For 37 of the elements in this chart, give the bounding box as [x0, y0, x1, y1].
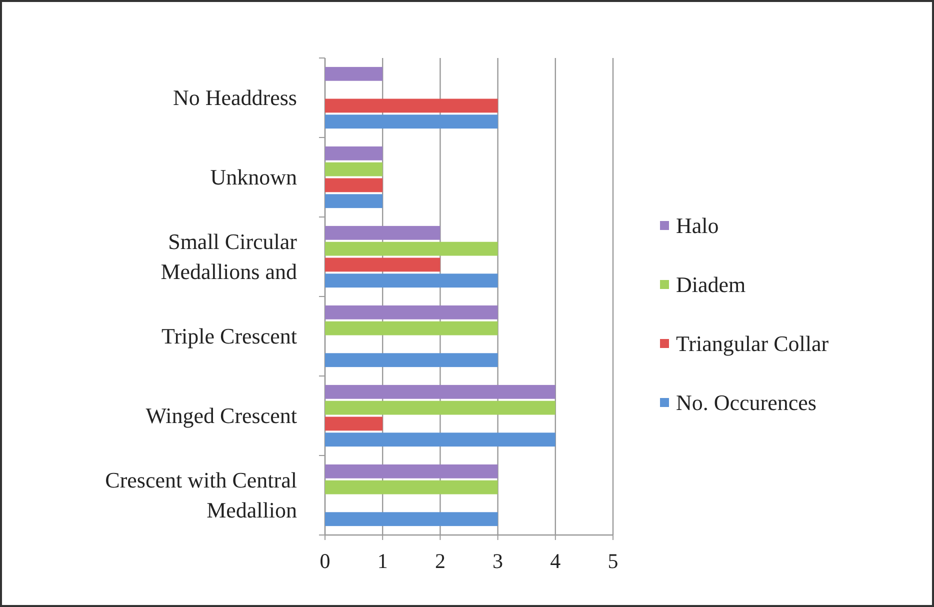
bar — [325, 114, 498, 129]
bar — [325, 321, 498, 336]
legend-label: Halo — [676, 213, 719, 238]
legend-label: No. Occurences — [676, 390, 816, 415]
bar — [325, 66, 383, 81]
y-tick-label: Unknown — [210, 164, 297, 190]
x-tick-label: 0 — [320, 549, 330, 573]
x-tick-label: 1 — [377, 549, 388, 573]
bar — [325, 384, 556, 399]
bar — [325, 226, 440, 240]
x-tick-label: 5 — [608, 549, 618, 573]
bar — [325, 416, 383, 431]
bar — [325, 258, 440, 272]
bar — [325, 146, 383, 160]
bar — [325, 274, 498, 288]
bar — [325, 242, 498, 256]
x-tick-label: 3 — [492, 549, 504, 573]
y-tick-label: Triple Crescent — [162, 323, 297, 348]
x-tick-label: 4 — [550, 549, 562, 573]
bar — [325, 353, 498, 368]
bar — [325, 464, 498, 478]
bar — [325, 305, 498, 320]
bar — [325, 178, 383, 192]
y-tick-label: Winged Crescent — [146, 402, 297, 428]
bar — [325, 512, 498, 526]
bar — [325, 400, 556, 415]
x-tick-label: 2 — [434, 549, 446, 573]
legend-label: Triangular Collar — [676, 331, 830, 356]
bar — [325, 432, 556, 447]
bar — [325, 480, 498, 494]
y-tick-label: Crescent with Central Medallion — [105, 467, 297, 522]
y-tick-label: No Headdress — [172, 84, 297, 110]
y-tick-label: Small Circular Medallions and — [160, 228, 298, 284]
bar — [325, 98, 498, 113]
legend-label: Diadem — [676, 272, 746, 297]
bar — [325, 162, 383, 176]
bar — [325, 194, 383, 208]
